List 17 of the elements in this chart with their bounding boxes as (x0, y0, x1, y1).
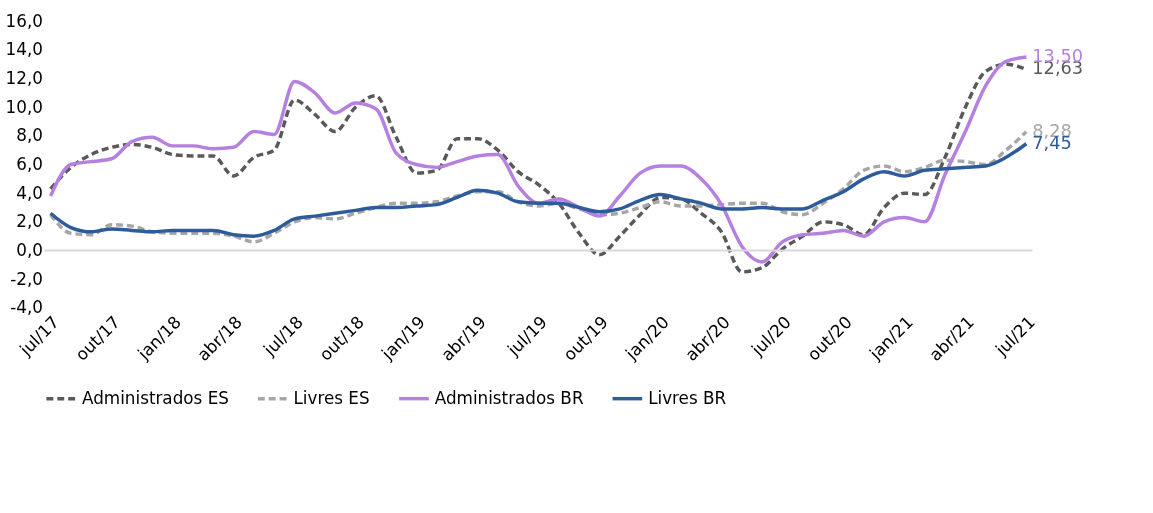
y-tick-label: 4,0 (16, 182, 43, 203)
legend-label: Livres BR (648, 387, 727, 408)
y-tick-label: 10,0 (5, 96, 43, 117)
y-tick-label: 2,0 (16, 211, 43, 232)
legend-label: Administrados BR (434, 387, 584, 408)
y-tick-label: 0,0 (16, 239, 43, 260)
y-tick-label: 6,0 (16, 153, 43, 174)
y-tick-label: -4,0 (10, 297, 43, 318)
legend-label: Livres ES (293, 387, 370, 408)
line-series (48, 142, 1029, 238)
line-series (48, 130, 1029, 244)
legend-label: Administrados ES (82, 387, 229, 408)
y-tick-label: 8,0 (16, 125, 43, 146)
y-tick-label: 12,0 (5, 67, 43, 88)
y-tick-label: 16,0 (5, 10, 43, 31)
y-tick-label: 14,0 (5, 39, 43, 60)
y-tick-label: -2,0 (10, 268, 43, 289)
